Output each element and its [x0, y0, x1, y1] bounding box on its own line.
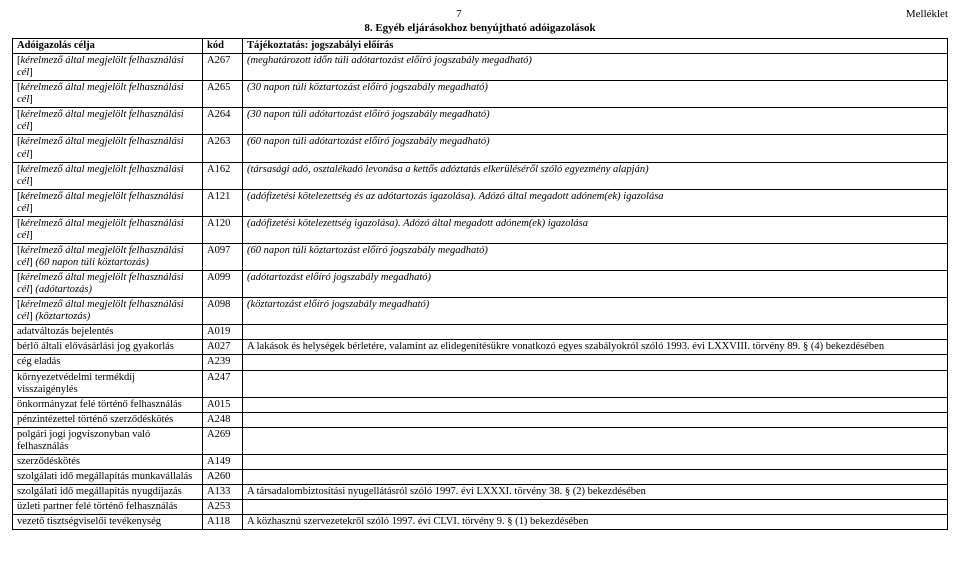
table-row: vezető tisztségviselői tevékenységA118A …	[13, 515, 948, 530]
cell-desc: (60 napon túli köztartozást előíró jogsz…	[243, 243, 948, 270]
cell-purpose: vezető tisztségviselői tevékenység	[13, 515, 203, 530]
cell-desc: (meghatározott időn túli adótartozást el…	[243, 54, 948, 81]
cell-desc: (30 napon túli adótartozást előíró jogsz…	[243, 108, 948, 135]
cell-purpose: cég eladás	[13, 355, 203, 370]
cell-code: A248	[203, 412, 243, 427]
table-row: [kérelmező által megjelölt felhasználási…	[13, 271, 948, 298]
col-header-desc: Tájékoztatás: jogszabályi előírás	[243, 39, 948, 54]
cell-purpose: környezetvédelmi termékdíj visszaigénylé…	[13, 370, 203, 397]
cell-desc	[243, 469, 948, 484]
cell-desc: (adótartozást előíró jogszabály megadhat…	[243, 271, 948, 298]
cell-purpose: [kérelmező által megjelölt felhasználási…	[13, 243, 203, 270]
cell-purpose: polgári jogi jogviszonyban való felhaszn…	[13, 427, 203, 454]
cell-desc	[243, 355, 948, 370]
cell-code: A027	[203, 340, 243, 355]
table-row: környezetvédelmi termékdíj visszaigénylé…	[13, 370, 948, 397]
table-row: szerződéskötésA149	[13, 454, 948, 469]
cell-code: A265	[203, 81, 243, 108]
cell-purpose: szerződéskötés	[13, 454, 203, 469]
col-header-purpose: Adóigazolás célja	[13, 39, 203, 54]
cell-purpose: [kérelmező által megjelölt felhasználási…	[13, 54, 203, 81]
cell-code: A264	[203, 108, 243, 135]
page-number: 7	[456, 8, 462, 20]
table-row: [kérelmező által megjelölt felhasználási…	[13, 81, 948, 108]
cell-code: A121	[203, 189, 243, 216]
cell-code: A253	[203, 500, 243, 515]
cell-desc: (köztartozást előíró jogszabály megadhat…	[243, 298, 948, 325]
table-row: [kérelmező által megjelölt felhasználási…	[13, 298, 948, 325]
cell-purpose: [kérelmező által megjelölt felhasználási…	[13, 108, 203, 135]
cell-purpose: üzleti partner felé történő felhasználás	[13, 500, 203, 515]
cell-desc: A lakások és helységek bérletére, valami…	[243, 340, 948, 355]
cell-purpose: [kérelmező által megjelölt felhasználási…	[13, 298, 203, 325]
cell-desc: (adófizetési kötelezettség és az adótart…	[243, 189, 948, 216]
cell-purpose: szolgálati idő megállapítás munkavállalá…	[13, 469, 203, 484]
col-header-code: kód	[203, 39, 243, 54]
cell-code: A162	[203, 162, 243, 189]
cell-purpose: [kérelmező által megjelölt felhasználási…	[13, 162, 203, 189]
cell-purpose: pénzintézettel történő szerződéskötés	[13, 412, 203, 427]
table-row: [kérelmező által megjelölt felhasználási…	[13, 189, 948, 216]
cell-desc	[243, 427, 948, 454]
cell-desc	[243, 397, 948, 412]
cell-desc: (adófizetési kötelezettség igazolása). A…	[243, 216, 948, 243]
cell-code: A019	[203, 325, 243, 340]
table-row: üzleti partner felé történő felhasználás…	[13, 500, 948, 515]
cell-code: A260	[203, 469, 243, 484]
cell-desc: (30 napon túli köztartozást előíró jogsz…	[243, 81, 948, 108]
cell-purpose: [kérelmező által megjelölt felhasználási…	[13, 216, 203, 243]
certificates-table: Adóigazolás célja kód Tájékoztatás: jogs…	[12, 38, 948, 530]
table-row: önkormányzat felé történő felhasználásA0…	[13, 397, 948, 412]
table-row: [kérelmező által megjelölt felhasználási…	[13, 54, 948, 81]
attachment-label: Melléklet	[906, 8, 948, 20]
cell-purpose: [kérelmező által megjelölt felhasználási…	[13, 135, 203, 162]
table-row: cég eladásA239	[13, 355, 948, 370]
cell-purpose: szolgálati idő megállapítás nyugdíjazás	[13, 485, 203, 500]
table-row: polgári jogi jogviszonyban való felhaszn…	[13, 427, 948, 454]
table-row: szolgálati idő megállapítás munkavállalá…	[13, 469, 948, 484]
cell-purpose: bérlő általi elővásárlási jog gyakorlás	[13, 340, 203, 355]
cell-code: A239	[203, 355, 243, 370]
cell-code: A118	[203, 515, 243, 530]
table-row: [kérelmező által megjelölt felhasználási…	[13, 216, 948, 243]
cell-code: A099	[203, 271, 243, 298]
table-row: adatváltozás bejelentésA019	[13, 325, 948, 340]
cell-desc	[243, 454, 948, 469]
cell-purpose: [kérelmező által megjelölt felhasználási…	[13, 81, 203, 108]
cell-desc	[243, 500, 948, 515]
cell-code: A015	[203, 397, 243, 412]
cell-purpose: [kérelmező által megjelölt felhasználási…	[13, 189, 203, 216]
cell-purpose: [kérelmező által megjelölt felhasználási…	[13, 271, 203, 298]
cell-code: A133	[203, 485, 243, 500]
cell-purpose: önkormányzat felé történő felhasználás	[13, 397, 203, 412]
cell-code: A149	[203, 454, 243, 469]
cell-desc	[243, 325, 948, 340]
cell-desc: (társasági adó, osztalékadó levonása a k…	[243, 162, 948, 189]
table-row: [kérelmező által megjelölt felhasználási…	[13, 108, 948, 135]
cell-code: A247	[203, 370, 243, 397]
cell-code: A120	[203, 216, 243, 243]
table-row: pénzintézettel történő szerződéskötésA24…	[13, 412, 948, 427]
cell-purpose: adatváltozás bejelentés	[13, 325, 203, 340]
cell-code: A098	[203, 298, 243, 325]
cell-desc: A közhasznú szervezetekről szóló 1997. é…	[243, 515, 948, 530]
table-row: [kérelmező által megjelölt felhasználási…	[13, 162, 948, 189]
cell-desc	[243, 370, 948, 397]
cell-desc	[243, 412, 948, 427]
cell-code: A097	[203, 243, 243, 270]
page-header: 7 Melléklet	[12, 8, 948, 20]
table-row: bérlő általi elővásárlási jog gyakorlásA…	[13, 340, 948, 355]
table-header-row: Adóigazolás célja kód Tájékoztatás: jogs…	[13, 39, 948, 54]
section-title: 8. Egyéb eljárásokhoz benyújtható adóiga…	[12, 22, 948, 34]
table-row: [kérelmező által megjelölt felhasználási…	[13, 135, 948, 162]
cell-code: A269	[203, 427, 243, 454]
table-row: szolgálati idő megállapítás nyugdíjazásA…	[13, 485, 948, 500]
cell-code: A263	[203, 135, 243, 162]
table-row: [kérelmező által megjelölt felhasználási…	[13, 243, 948, 270]
cell-desc: (60 napon túli adótartozást előíró jogsz…	[243, 135, 948, 162]
cell-desc: A társadalombiztosítási nyugellátásról s…	[243, 485, 948, 500]
cell-code: A267	[203, 54, 243, 81]
